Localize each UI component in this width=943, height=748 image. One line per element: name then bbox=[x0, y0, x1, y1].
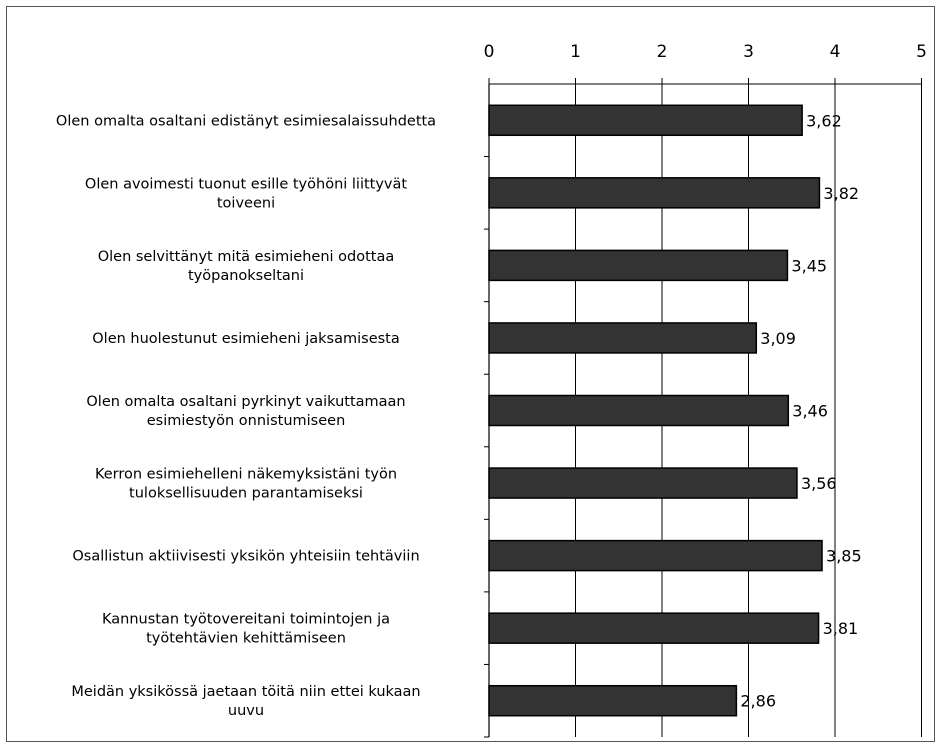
data-label: 3,56 bbox=[801, 474, 837, 493]
category-label: Olen omalta osaltani edistänyt esimiesal… bbox=[56, 113, 436, 129]
category-label-line: Olen avoimesti tuonut esille työhöni lii… bbox=[85, 176, 407, 192]
data-label: 2,86 bbox=[740, 692, 776, 711]
bar bbox=[488, 539, 823, 572]
bar bbox=[488, 612, 820, 644]
bar bbox=[488, 177, 821, 209]
category-label-line: toiveeni bbox=[217, 195, 275, 211]
category-label: Kerron esimiehelleni näkemyksistäni työn… bbox=[95, 467, 397, 502]
category-label: Meidän yksikössä jaetaan töitä niin ette… bbox=[71, 684, 420, 719]
x-tick-labels: 0 1 2 3 4 5 bbox=[484, 42, 927, 62]
category-label-line: Olen selvittänyt mitä esimieheni odottaa bbox=[98, 249, 395, 265]
x-tick-label: 1 bbox=[570, 42, 581, 62]
data-label: 3,62 bbox=[806, 111, 842, 130]
category-label: Kannustan työtovereitani toimintojen ja t… bbox=[102, 612, 390, 647]
category-label-line: Meidän yksikössä jaetaan töitä niin ette… bbox=[71, 684, 420, 700]
category-label-line: Olen huolestunut esimieheni jaksamisesta bbox=[92, 331, 400, 347]
x-tick-label: 0 bbox=[484, 42, 495, 62]
bars bbox=[488, 104, 823, 717]
x-tick-label: 3 bbox=[743, 42, 754, 62]
category-label: Olen omalta osaltani pyrkinyt vaikuttama… bbox=[86, 394, 405, 429]
bar bbox=[488, 394, 790, 427]
bar-chart: 0 1 2 3 4 5 Olen omalta osaltani edistänyt es… bbox=[56, 42, 927, 738]
data-labels: 3,62 3,82 3,45 3,09 3,46 3,56 3,85 3,81 2,86 bbox=[740, 111, 861, 710]
chart-frame: 0 1 2 3 4 5 Olen omalta osaltani edistänyt es… bbox=[6, 6, 935, 742]
x-tick-label: 5 bbox=[916, 42, 927, 62]
category-label-line: työtehtävien kehittämiseen bbox=[146, 631, 346, 647]
category-label-line: esimiestyön onnistumiseen bbox=[147, 413, 346, 429]
data-label: 3,82 bbox=[823, 184, 859, 203]
category-label-line: Olen omalta osaltani pyrkinyt vaikuttama… bbox=[86, 394, 405, 410]
category-label-line: Kannustan työtovereitani toimintojen ja bbox=[102, 612, 390, 628]
data-label: 3,81 bbox=[823, 619, 859, 638]
bar bbox=[488, 684, 738, 717]
category-label-line: uuvu bbox=[228, 703, 264, 719]
data-label: 3,45 bbox=[791, 256, 827, 275]
category-label-line: Olen omalta osaltani edistänyt esimiesal… bbox=[56, 113, 436, 129]
x-tick-label: 2 bbox=[657, 42, 668, 62]
category-label: Osallistun aktiivisesti yksikön yhteisii… bbox=[72, 549, 419, 565]
category-labels: Olen omalta osaltani edistänyt esimiesal… bbox=[56, 113, 436, 719]
category-label: Olen selvittänyt mitä esimieheni odottaa… bbox=[98, 249, 395, 284]
data-label: 3,09 bbox=[760, 329, 796, 348]
category-label: Olen huolestunut esimieheni jaksamisesta bbox=[92, 331, 400, 347]
bar bbox=[488, 322, 758, 354]
bar bbox=[488, 104, 803, 137]
bar bbox=[488, 467, 798, 499]
category-label: Olen avoimesti tuonut esille työhöni lii… bbox=[85, 176, 407, 211]
category-label-line: tuloksellisuuden parantamiseksi bbox=[129, 486, 363, 502]
bar bbox=[488, 249, 789, 282]
data-label: 3,46 bbox=[792, 402, 828, 421]
category-label-line: Kerron esimiehelleni näkemyksistäni työn bbox=[95, 467, 397, 483]
x-tick-label: 4 bbox=[830, 42, 841, 62]
data-label: 3,85 bbox=[826, 547, 862, 566]
category-label-line: työpanokseltani bbox=[188, 268, 304, 284]
category-label-line: Osallistun aktiivisesti yksikön yhteisii… bbox=[72, 549, 419, 565]
